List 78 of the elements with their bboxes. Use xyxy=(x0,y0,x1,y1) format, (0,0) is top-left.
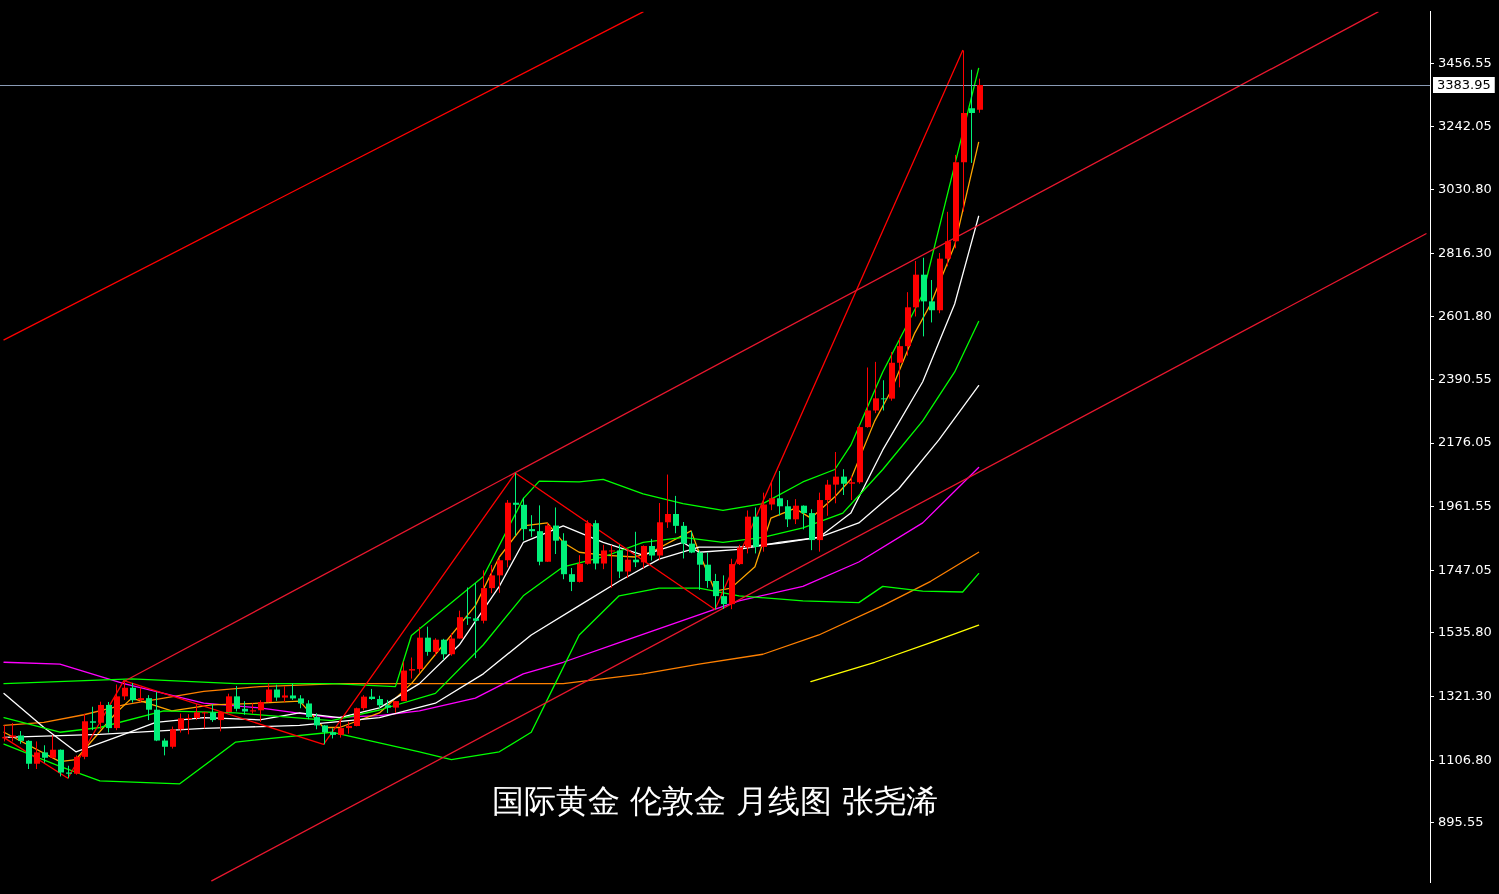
candlestick xyxy=(577,554,583,583)
candlestick xyxy=(425,626,431,657)
candlestick xyxy=(473,582,479,659)
candlestick xyxy=(50,734,56,760)
candlestick xyxy=(897,337,903,388)
candlestick xyxy=(865,367,871,429)
candlestick xyxy=(258,699,264,723)
candlestick xyxy=(641,544,647,570)
candlestick xyxy=(58,748,64,777)
candlestick xyxy=(130,682,136,704)
candlestick xyxy=(833,451,839,504)
candlestick xyxy=(801,504,807,530)
y-tick-label: 895.55 xyxy=(1438,814,1484,830)
candlestick xyxy=(681,521,687,559)
candlestick xyxy=(34,740,40,770)
candlestick xyxy=(186,713,192,735)
candlestick xyxy=(673,495,679,534)
y-tick-label: 1321.30 xyxy=(1438,687,1492,703)
candlestick xyxy=(441,638,447,661)
candlestick xyxy=(945,211,951,267)
candlestick xyxy=(306,699,312,720)
candlestick xyxy=(529,514,535,538)
candlestick xyxy=(617,544,623,579)
y-tick-label: 2816.30 xyxy=(1438,244,1492,260)
candlestick xyxy=(625,549,631,579)
candlestick xyxy=(497,557,503,594)
candlestick xyxy=(513,472,519,537)
candlestick xyxy=(122,680,128,701)
annotation: 国际黄金 伦敦金 月线图 张尧浠 xyxy=(490,781,940,822)
candlestick xyxy=(170,726,176,750)
ref-line-label: 3383.95 xyxy=(1437,77,1491,93)
candlestick xyxy=(457,610,463,640)
candlestick xyxy=(409,657,415,680)
candlestick xyxy=(90,706,96,731)
candlestick xyxy=(218,711,224,732)
y-tick-label: 3242.05 xyxy=(1438,118,1492,134)
candlestick xyxy=(449,632,455,657)
candlestick xyxy=(234,685,240,712)
candlestick xyxy=(777,470,783,516)
y-tick-label: 1535.80 xyxy=(1438,624,1492,640)
candlestick xyxy=(569,567,575,592)
candlestick xyxy=(489,564,495,594)
candlestick xyxy=(601,544,607,570)
y-tick-label: 2176.05 xyxy=(1438,434,1492,450)
y-tick-label: 1961.55 xyxy=(1438,498,1492,514)
candlestick xyxy=(178,713,184,734)
candlestick xyxy=(146,694,152,721)
candlestick xyxy=(665,474,671,529)
candlestick xyxy=(793,498,799,525)
y-tick-label: 3456.55 xyxy=(1438,54,1492,70)
candlestick xyxy=(106,701,112,734)
candlestick xyxy=(873,361,879,414)
candlestick xyxy=(769,480,775,511)
y-tick-label: 2601.80 xyxy=(1438,308,1492,324)
y-tick-label: 2390.55 xyxy=(1438,370,1492,386)
candlestick xyxy=(825,479,831,517)
candlestick xyxy=(226,693,232,714)
candlestick xyxy=(322,724,328,745)
y-tick-label: 1106.80 xyxy=(1438,751,1492,767)
candlestick xyxy=(74,754,80,776)
candlestick xyxy=(553,506,559,555)
candlestick xyxy=(609,544,615,589)
candlestick xyxy=(98,701,104,730)
candlestick xyxy=(713,573,719,610)
y-tick-label: 3030.80 xyxy=(1438,181,1492,197)
candlestick xyxy=(841,468,847,496)
candlestick xyxy=(697,549,703,591)
y-tick-label: 1747.05 xyxy=(1438,561,1492,577)
candlestick xyxy=(881,379,887,411)
candlestick xyxy=(849,475,855,501)
candlestick xyxy=(929,279,935,323)
candlestick xyxy=(785,499,791,528)
candlestick xyxy=(649,538,655,562)
candlestick xyxy=(969,69,975,164)
candlestick xyxy=(705,552,711,589)
candlestick xyxy=(737,544,743,566)
candlestick xyxy=(721,574,727,610)
candlestick xyxy=(26,739,32,770)
